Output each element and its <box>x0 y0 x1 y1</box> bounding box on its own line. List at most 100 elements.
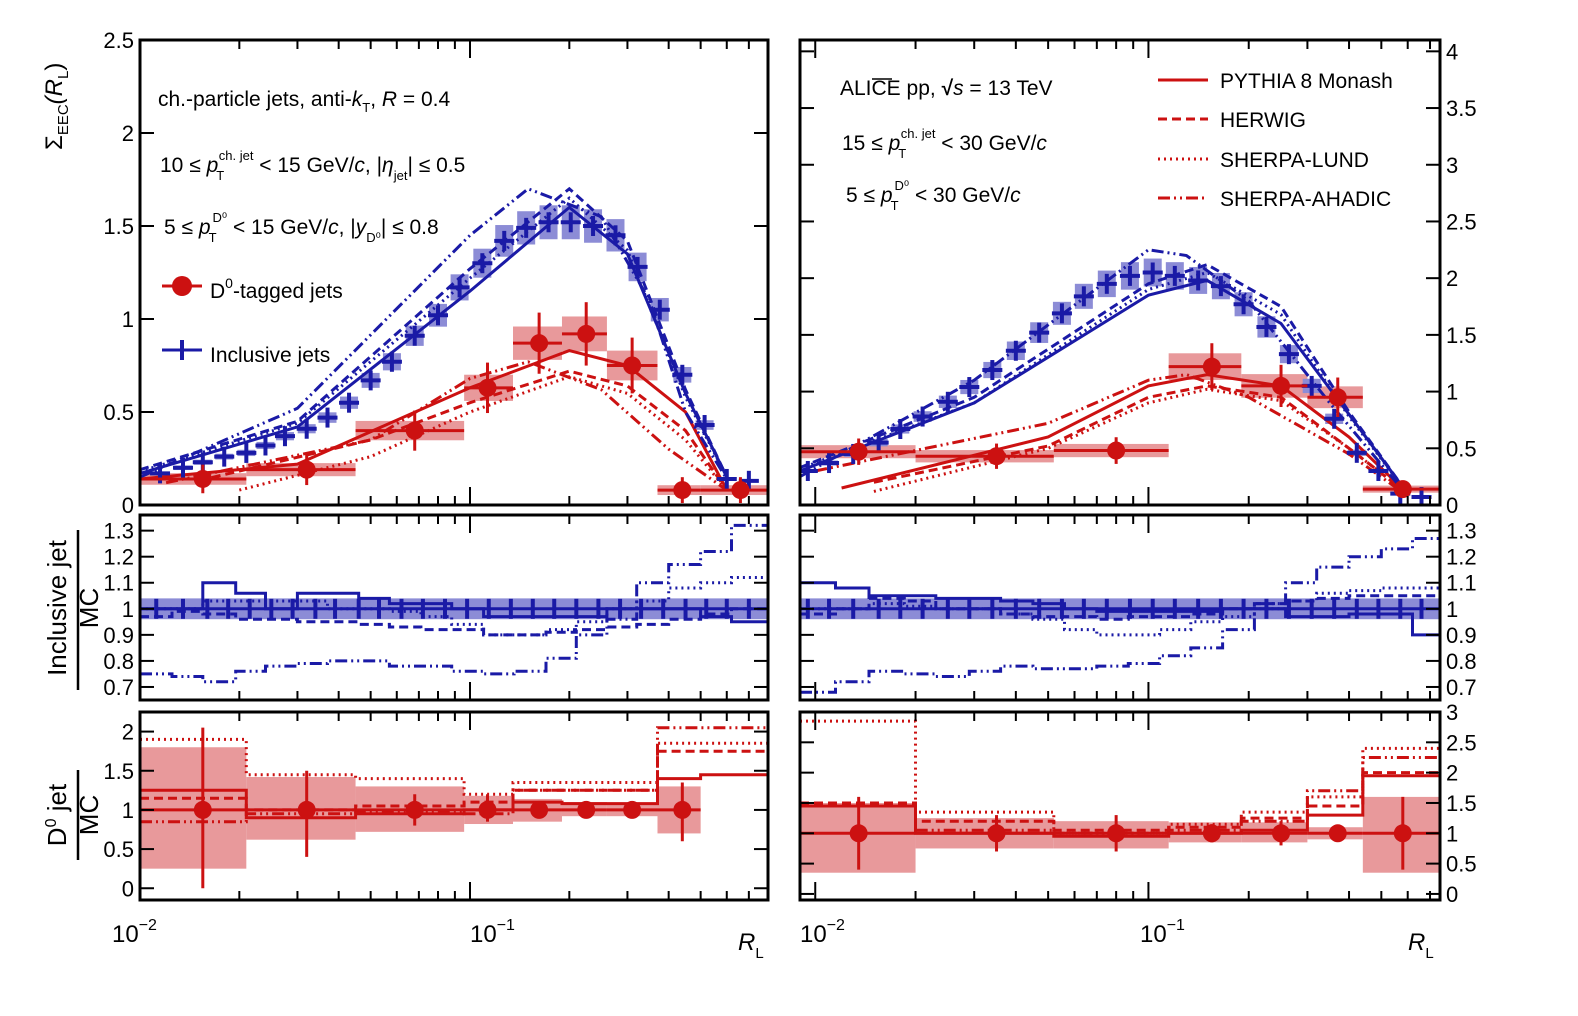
ytick-label-left-bottom-3: 1.5 <box>103 759 134 784</box>
inc-lund-curve-right-top <box>800 270 1409 495</box>
x-title-left-r: R <box>738 929 755 956</box>
ann-l3-a: 5 ≤ <box>164 216 199 239</box>
x-title-right-r: R <box>1408 929 1425 956</box>
y-title-close: ) <box>41 63 68 71</box>
ytick-label-left-mid-0: 0.7 <box>103 675 134 700</box>
ann-l1-ksub: T <box>362 100 370 115</box>
ytick-label-left-mid-2: 0.9 <box>103 623 134 648</box>
d0-lund-curve-right-top <box>873 387 1409 495</box>
legend-inclusive-entry: Inclusive jets <box>162 340 330 367</box>
ytick-label-left-top-3: 1.5 <box>103 214 134 239</box>
d0-marker-left-top-5 <box>577 324 596 343</box>
ytick-label-left-bottom-1: 0.5 <box>103 837 134 862</box>
inc-lund-curve-left-top <box>140 196 729 478</box>
ytick-label-right-bottom-3: 1.5 <box>1446 791 1477 816</box>
d0-pythia-curve-right-top <box>841 373 1409 495</box>
y-title-arg-sub: L <box>55 71 72 79</box>
ytick-label-right-mid-0: 0.7 <box>1446 675 1477 700</box>
d0-pythia-curve-left-top <box>140 349 729 491</box>
x-axis-title-left: RL <box>738 929 764 962</box>
ann-l2-d: , | <box>365 154 382 177</box>
x-tick-left-1: 10−1 <box>470 917 515 948</box>
d0-marker-left-top-2 <box>405 421 424 440</box>
ytick-label-left-mid-1: 0.8 <box>103 649 134 674</box>
d0-ratio-marker-left-bottom-3 <box>478 800 497 819</box>
legend-pythia-label: PYTHIA 8 Monash <box>1220 70 1393 93</box>
x-tick-left-1-exp: −1 <box>497 917 515 934</box>
d0-ratio-marker-right-bottom-6 <box>1393 824 1412 843</box>
ann-r3-b: < 30 GeV/ <box>909 184 1010 207</box>
legend-d0-post: -tagged jets <box>233 280 343 303</box>
d0-herwig-curve-left-top <box>197 369 729 491</box>
y-title-sub: EEC <box>55 104 72 135</box>
d0-marker-right-top-2 <box>1107 441 1126 460</box>
frame-right-mid <box>798 513 1442 702</box>
d0-ratio-ahadic-left-bottom <box>140 726 768 824</box>
inc-ratio-lund-right-mid <box>800 586 1440 637</box>
d0-ratio-marker-left-bottom-4 <box>530 800 549 819</box>
ratio-d0-num-pre: D <box>42 827 72 846</box>
d0-pt-range: 5 ≤ pTD⁰ < 15 GeV/c, |yD⁰| ≤ 0.8 <box>164 210 439 245</box>
y-axis-title: ΣEEC(RL) <box>41 63 72 150</box>
frame-right-bottom <box>798 710 1442 902</box>
ann-l2-psub: T <box>216 168 224 183</box>
ann-l2-e: | ≤ 0.5 <box>407 154 465 177</box>
ann-l1-c: = 0.4 <box>397 88 450 111</box>
d0-marker-left-top-0 <box>193 469 212 488</box>
x-axis-title-right: RL <box>1408 929 1434 962</box>
ratio-d0-label: D0 jet MC <box>42 770 104 860</box>
d0-ratio-ahadic-right-bottom <box>800 756 1440 835</box>
d0-ratio-band-left-bottom-0 <box>140 747 247 869</box>
d0-ratio-marker-right-bottom-3 <box>1202 824 1221 843</box>
ytick-label-right-bottom-4: 2 <box>1446 761 1458 786</box>
d0-ratio-herwig-right-bottom <box>800 771 1440 832</box>
ann-r2-p: p <box>888 132 901 155</box>
ytick-label-right-mid-4: 1.1 <box>1446 571 1477 596</box>
y-title-arg: (R <box>41 79 68 104</box>
jet-pt-range: 10 ≤ pTch. jet < 15 GeV/c, |ηjet| ≤ 0.5 <box>160 148 465 183</box>
x-tick-left-0: 10−2 <box>112 917 157 948</box>
d0-ratio-marker-left-bottom-2 <box>405 800 424 819</box>
points-left-mid <box>140 598 768 619</box>
inc-ratio-herwig-left-mid <box>140 607 768 637</box>
inc-ratio-ahadic-left-mid <box>140 523 768 684</box>
ratio-inclusive-label: Inclusive jet MC <box>42 530 104 690</box>
ann-r1-s: s <box>953 77 964 100</box>
model-legend: PYTHIA 8 Monash HERWIG SHERPA-LUND SHERP… <box>1158 70 1393 211</box>
ratio-inc-denominator: MC <box>74 588 104 628</box>
ytick-label-right-mid-6: 1.3 <box>1446 519 1477 544</box>
ann-r3-a: 5 ≤ <box>846 184 881 207</box>
ann-l2-a: 10 ≤ <box>160 154 207 177</box>
ann-r3-psub: T <box>891 198 899 213</box>
d0-herwig-curve-right-top <box>873 384 1409 495</box>
bands-right-top <box>800 258 1440 498</box>
points-right-top <box>800 262 1440 505</box>
legend-ahadic-label: SHERPA-AHADIC <box>1220 188 1391 211</box>
ann-l3-e: | ≤ 0.8 <box>381 216 439 239</box>
ytick-label-left-mid-3: 1 <box>122 597 134 622</box>
legend-d0-label: D0-tagged jets <box>210 275 343 303</box>
d0-marker-left-top-1 <box>297 460 316 479</box>
ann-l1-b: , <box>370 88 382 111</box>
inc-herwig-curve-left-top <box>140 186 729 478</box>
ann-l1-k: k <box>352 88 364 111</box>
legend-herwig-label: HERWIG <box>1220 109 1306 132</box>
inc-ratio-herwig-right-mid <box>800 594 1440 621</box>
ytick-label-left-top-4: 2 <box>122 121 134 146</box>
ytick-label-right-top-0: 0 <box>1446 493 1458 518</box>
ann-r2-a: 15 ≤ <box>842 132 889 155</box>
d0-marker-left-top-3 <box>478 378 497 397</box>
points-left-top <box>140 212 768 504</box>
ratio-d0-numerator: D0 jet <box>42 783 72 846</box>
x-title-left-sub: L <box>755 945 763 962</box>
inc-ratio-ahadic-right-mid <box>800 537 1440 694</box>
ann-l3-psub: T <box>209 230 217 245</box>
left-annotations: ch.-particle jets, anti-kT, R = 0.4 10 ≤… <box>158 88 465 367</box>
y-title-sigma: Σ <box>41 135 68 150</box>
d0-ratio-marker-left-bottom-6 <box>623 800 642 819</box>
axes: 00.511.522.500.511.522.533.540.70.80.911… <box>103 28 1476 907</box>
ratio-inc-numerator: Inclusive jet <box>42 539 72 676</box>
ytick-label-left-bottom-2: 1 <box>122 798 134 823</box>
x-tick-right-1-exp: −1 <box>1167 917 1185 934</box>
